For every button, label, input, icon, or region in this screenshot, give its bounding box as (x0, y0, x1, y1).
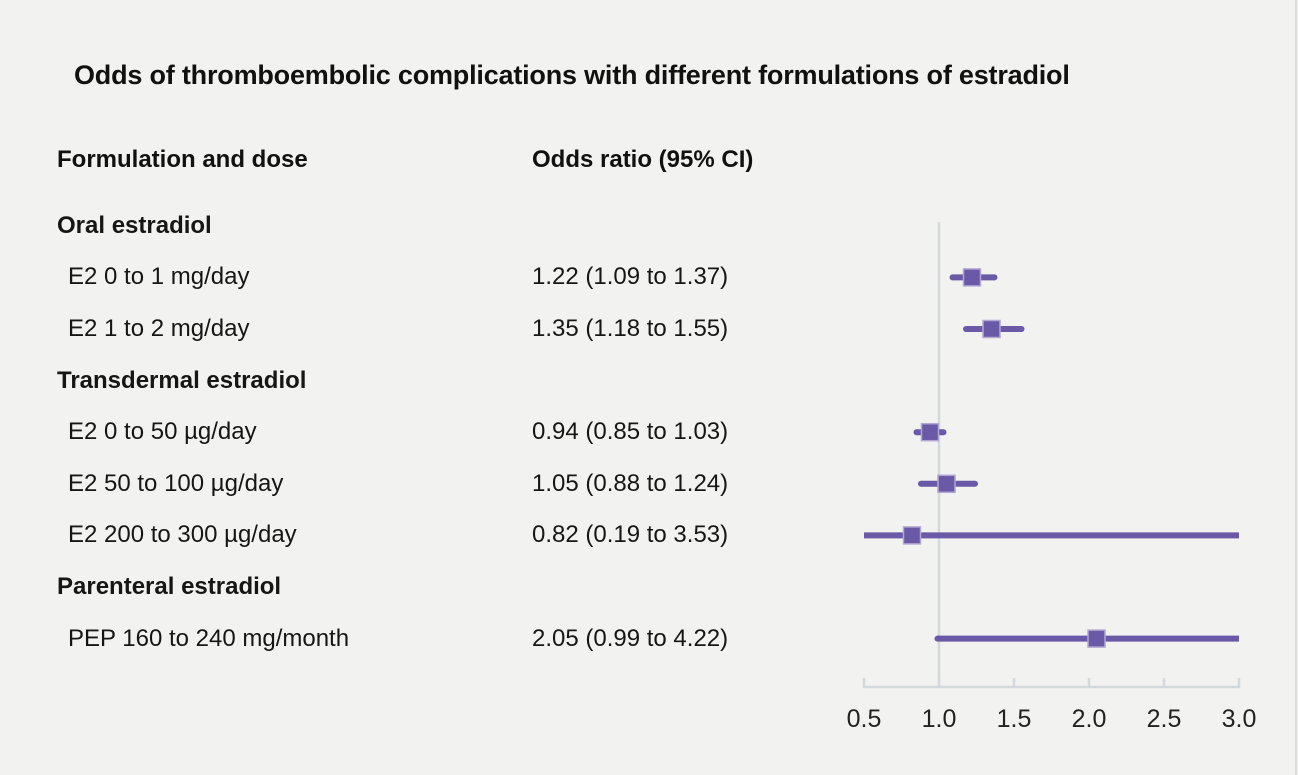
ci-line-cap (918, 480, 924, 487)
group-label: Oral estradiol (57, 211, 212, 239)
row-label: E2 0 to 50 µg/day (68, 418, 257, 446)
ci-line-cap (1018, 326, 1025, 332)
estimate-marker (962, 268, 982, 287)
chart-title: Odds of thromboembolic complications wit… (74, 60, 1070, 90)
row-label: E2 200 to 300 µg/day (68, 521, 297, 549)
estimate-marker (937, 474, 956, 494)
group-header-row: Oral estradiol (57, 200, 857, 252)
x-axis-tick-label: 2.0 (1072, 705, 1107, 733)
ci-line-cap (972, 480, 978, 487)
x-axis-tick-label: 3.0 (1222, 705, 1257, 733)
row-label: E2 50 to 100 µg/day (68, 469, 284, 497)
x-axis-tick-label: 1.0 (922, 705, 957, 733)
row-odds-ratio-value: 1.22 (1.09 to 1.37) (532, 263, 729, 291)
column-header-odds-ratio: Odds ratio (95% CI) (532, 146, 754, 173)
page-edge-divider (1295, 0, 1297, 775)
column-header-formulation: Formulation and dose (57, 146, 308, 173)
row-label: E2 0 to 1 mg/day (68, 263, 250, 291)
ci-line-cap (940, 429, 947, 436)
data-row: PEP 160 to 240 mg/month 2.05 (0.99 to 4.2… (57, 613, 857, 665)
group-header-row: Transdermal estradiol (57, 355, 857, 407)
row-odds-ratio-value: 0.94 (0.85 to 1.03) (532, 418, 729, 446)
estimate-marker (982, 319, 1001, 339)
estimate-marker (1087, 629, 1106, 648)
group-label: Parenteral estradiol (57, 572, 282, 600)
x-axis-tick-label: 1.5 (997, 705, 1032, 733)
data-row: E2 0 to 1 mg/day 1.22 (1.09 to 1.37) (57, 252, 857, 304)
row-odds-ratio-value: 0.82 (0.19 to 3.53) (532, 521, 729, 549)
data-row: E2 50 to 100 µg/day 1.05 (0.88 to 1.24) (57, 458, 857, 510)
row-odds-ratio-value: 1.35 (1.18 to 1.55) (532, 314, 729, 342)
group-label: Transdermal estradiol (57, 366, 307, 394)
ci-line-cap (934, 635, 941, 642)
data-row: E2 0 to 50 µg/day 0.94 (0.85 to 1.03) (57, 406, 857, 458)
row-label: PEP 160 to 240 mg/month (68, 624, 350, 652)
estimate-marker (902, 526, 922, 545)
group-header-row: Parenteral estradiol (57, 561, 857, 613)
ci-line-cap (913, 429, 920, 436)
estimate-marker (920, 422, 940, 442)
x-axis-tick-label: 0.5 (847, 705, 882, 733)
rows-table: Oral estradiol E2 0 to 1 mg/day 1.22 (1.09… (57, 200, 857, 664)
x-axis-tick-label: 2.5 (1147, 705, 1182, 733)
row-label: E2 1 to 2 mg/day (68, 314, 250, 342)
ci-line-cap (991, 274, 998, 281)
column-headers: Formulation and dose Odds ratio (95% CI) (57, 146, 753, 174)
ci-line-cap (949, 274, 956, 281)
row-odds-ratio-value: 1.05 (0.88 to 1.24) (532, 469, 729, 497)
data-row: E2 1 to 2 mg/day 1.35 (1.18 to 1.55) (57, 303, 857, 355)
data-row: E2 200 to 300 µg/day 0.82 (0.19 to 3.53) (57, 510, 857, 562)
ci-line-cap (963, 326, 969, 332)
row-odds-ratio-value: 2.05 (0.99 to 4.22) (532, 624, 729, 652)
